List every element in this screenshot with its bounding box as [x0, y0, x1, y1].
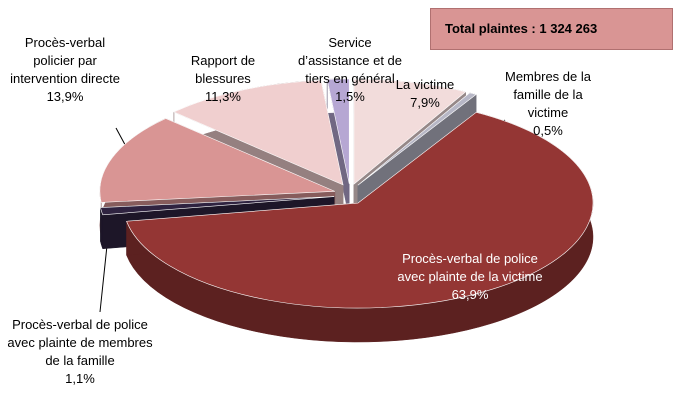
slice-top	[126, 111, 594, 309]
slice-label: La victime 7,9%	[390, 76, 460, 112]
category-label: Procès-verbal de police avec plainte de …	[7, 317, 153, 368]
value-label: 7,9%	[410, 95, 440, 110]
category-label: La victime	[395, 77, 455, 92]
value-label: 1,1%	[65, 371, 95, 386]
slice-label: Procès-verbal policier par intervention …	[5, 34, 125, 106]
slice-top	[353, 78, 467, 185]
category-label: Procès-verbal de police avec plainte de …	[397, 251, 543, 284]
category-label: Service d’assistance et de tiers en géné…	[297, 35, 403, 86]
slice-top	[100, 196, 335, 216]
category-label: Procès-verbal policier par intervention …	[10, 35, 120, 86]
slice-label: Membres de la famille de la victime 0,5%	[493, 68, 603, 140]
value-label: 0,5%	[533, 123, 563, 138]
category-label: Rapport de blessures	[190, 53, 256, 86]
value-label: 13,9%	[46, 89, 84, 104]
slice-label: Service d’assistance et de tiers en géné…	[295, 34, 405, 106]
value-label: 1,5%	[335, 89, 365, 104]
slice-label: Procès-verbal de police avec plainte de …	[5, 316, 155, 388]
category-label: Membres de la famille de la victime	[505, 69, 591, 120]
slice-top	[99, 118, 335, 203]
slice-label: Procès-verbal de police avec plainte de …	[395, 250, 545, 304]
total-box: Total plaintes : 1 324 263	[430, 8, 673, 50]
slice-top	[357, 92, 477, 186]
slice	[126, 111, 594, 343]
value-label: 63,9%	[451, 287, 489, 302]
slice-top	[173, 80, 344, 186]
slice	[326, 78, 350, 218]
slice-label: Rapport de blessures 11,3%	[178, 52, 268, 106]
value-label: 11,3%	[205, 89, 241, 104]
slice-top	[326, 78, 350, 184]
